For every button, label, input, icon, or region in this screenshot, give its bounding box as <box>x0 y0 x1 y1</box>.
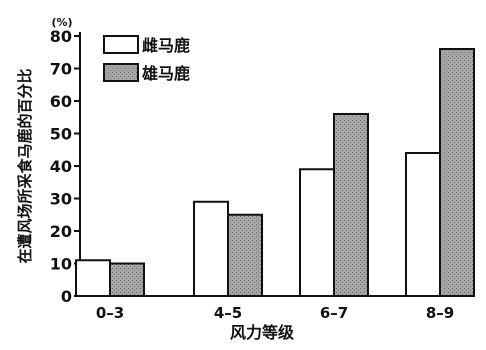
y-tick-label: 0 <box>61 287 72 306</box>
bar-male <box>439 48 475 297</box>
x-tick-label: 8–9 <box>426 304 454 322</box>
legend-swatch-female <box>103 35 139 54</box>
y-tick-label: 40 <box>50 157 72 176</box>
legend-label-male: 雄马鹿 <box>141 64 190 83</box>
x-tick-label: 0–3 <box>96 304 124 322</box>
y-tick-label: 20 <box>50 222 72 241</box>
legend-swatch-male <box>103 63 139 82</box>
x-tick-label: 4–5 <box>214 304 242 322</box>
y-unit-label: (%) <box>51 16 72 29</box>
bar-female <box>405 152 441 297</box>
x-axis-title: 风力等级 <box>230 323 295 342</box>
axis-labels: (%) 0–3 4–5 6–7 8–9 风力等级 在遭风场所采食马鹿的百分比 <box>16 16 454 342</box>
y-tick-label: 70 <box>50 60 72 79</box>
x-tick-label: 6–7 <box>320 304 348 322</box>
bar-female <box>193 200 229 297</box>
bar-male <box>227 213 263 297</box>
bar-female <box>299 168 335 297</box>
y-tick-label: 30 <box>50 190 72 209</box>
y-tick-label: 60 <box>50 92 72 111</box>
legend-label-female: 雌马鹿 <box>142 36 190 55</box>
axes: 0 10 20 30 40 50 60 70 80 <box>50 27 470 306</box>
y-tick-label: 10 <box>50 255 72 274</box>
bar-female <box>75 259 111 297</box>
bars <box>75 48 475 297</box>
y-tick-label: 50 <box>50 125 72 144</box>
bar-male <box>333 113 369 297</box>
bar-male <box>109 262 145 297</box>
y-tick-label: 80 <box>50 27 72 46</box>
y-axis-title: 在遭风场所采食马鹿的百分比 <box>16 68 34 263</box>
